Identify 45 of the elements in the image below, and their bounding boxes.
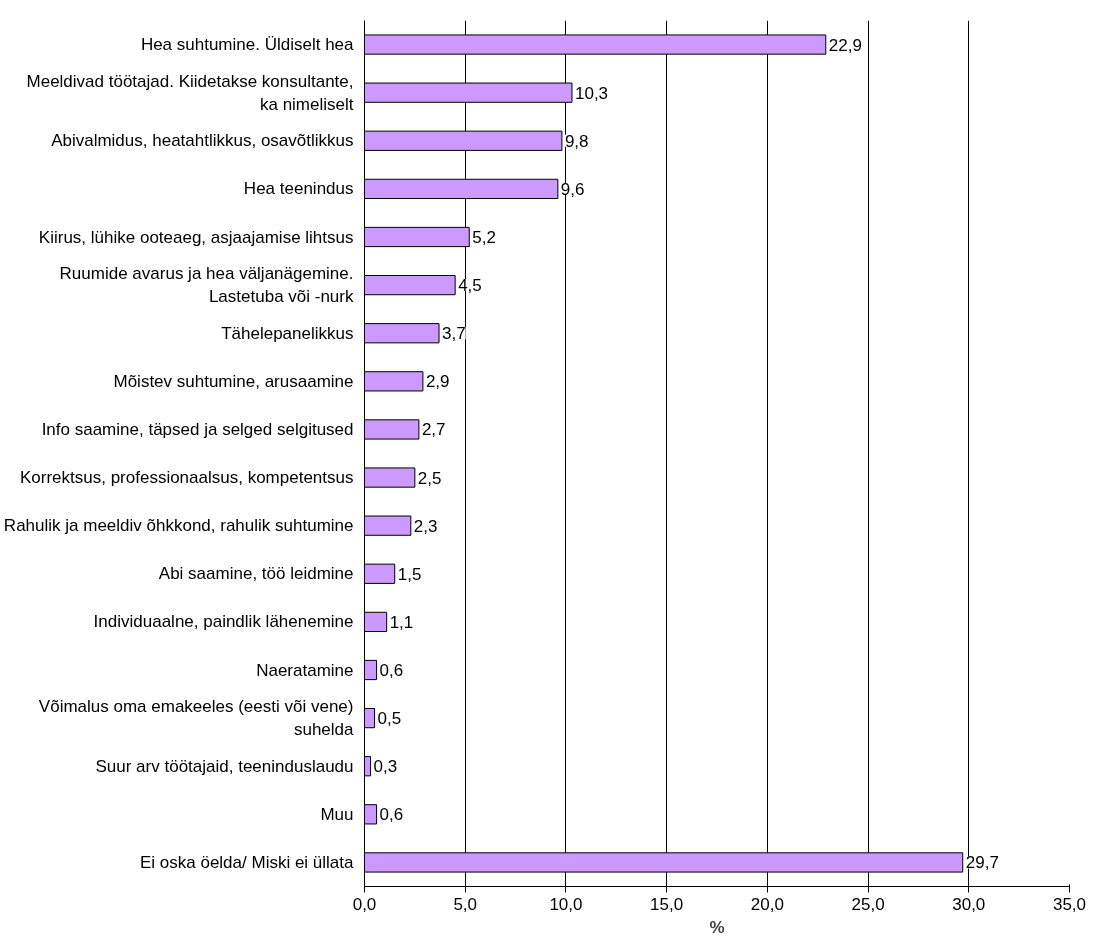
y-tick-label: Hea suhtumine. Üldiselt hea xyxy=(140,35,355,55)
data-label: 9,6 xyxy=(560,179,585,199)
y-tick-label: Korrektsus, professionaalsus, kompetentsus xyxy=(19,468,354,488)
data-label: 1,1 xyxy=(389,612,414,632)
y-tick-label: Ruumide avarus ja hea väljanägemine. Lastetuba või -nurk xyxy=(59,264,354,307)
y-tick-label: Muu xyxy=(320,804,354,824)
data-label: 0,6 xyxy=(379,661,404,680)
y-tick-label: Abi saamine, töö leidmine xyxy=(158,564,354,584)
data-label: 0,6 xyxy=(379,805,404,825)
x-tick-label: 35,0 xyxy=(1052,894,1087,914)
data-label: 5,2 xyxy=(472,228,496,247)
y-tick-label: Meeldivad töötajad. Kiidetakse konsultante, ka nimeliselt xyxy=(26,71,354,114)
x-tick-label: 15,0 xyxy=(650,894,684,914)
x-tick-label: 10,0 xyxy=(549,894,583,914)
data-label: 0,3 xyxy=(373,757,398,777)
y-tick-label: Rahulik ja meeldiv õhkkond, rahulik suhtumine xyxy=(3,516,354,536)
y-tick-label: Individuaalne, paindlik lähenemine xyxy=(93,612,354,632)
data-label: 10,3 xyxy=(574,83,609,103)
x-axis-title: % xyxy=(709,917,725,937)
x-tick-label: 5,0 xyxy=(453,894,478,914)
data-label: 0,5 xyxy=(377,709,402,729)
y-tick-label: Tähelepanelikkus xyxy=(221,323,354,343)
data-label: 9,8 xyxy=(564,131,589,151)
data-label: 4,5 xyxy=(458,276,482,296)
x-tick-label: 30,0 xyxy=(952,894,986,914)
data-label: 3,7 xyxy=(442,324,466,344)
x-tick-label: 0,0 xyxy=(352,894,377,914)
data-label: 2,3 xyxy=(413,516,438,536)
x-tick-label: 20,0 xyxy=(750,894,784,914)
data-label: 22,9 xyxy=(828,35,862,55)
y-tick-label: Info saamine, täpsed ja selged selgitused xyxy=(41,419,354,439)
y-tick-label: Hea teenindus xyxy=(243,179,354,199)
data-label: 1,5 xyxy=(397,564,422,584)
y-tick-label: Mõistev suhtumine, arusaamine xyxy=(113,371,354,391)
data-label: 29,7 xyxy=(965,853,999,873)
y-tick-label: Võimalus oma emakeeles (eesti või vene) suhelda xyxy=(38,697,355,740)
y-tick-label: Naeratamine xyxy=(256,660,354,680)
y-tick-label: Ei oska öelda/ Miski ei üllata xyxy=(139,852,355,872)
x-tick-label: 25,0 xyxy=(851,894,885,914)
y-tick-label: Suur arv töötajaid, teeninduslaudu xyxy=(95,756,354,776)
y-tick-label: Abivalmidus, heatahtlikkus, osavõtlikkus xyxy=(51,131,354,151)
data-label: 2,7 xyxy=(421,420,446,440)
data-label: 2,9 xyxy=(425,372,450,392)
y-tick-label: Kiirus, lühike ooteaeg, asjaajamise lihtsus xyxy=(38,227,354,247)
data-label: 2,5 xyxy=(417,468,442,488)
